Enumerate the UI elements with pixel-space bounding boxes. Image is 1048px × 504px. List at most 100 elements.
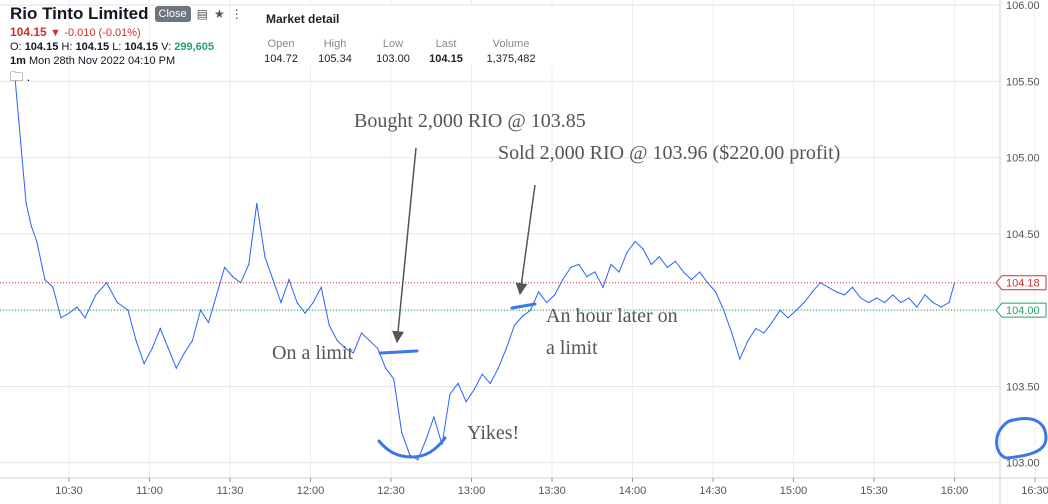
- price-point: [618, 271, 620, 273]
- price-point: [521, 315, 524, 317]
- price-point: [787, 317, 789, 319]
- price-point: [191, 340, 194, 342]
- price-point: [755, 327, 757, 330]
- price-point: [457, 382, 459, 384]
- price-point: [473, 388, 475, 391]
- bought-annotation: Bought 2,000 RIO @ 103.85: [354, 110, 586, 132]
- price-point: [924, 294, 926, 296]
- price-point: [393, 378, 395, 380]
- market-detail-title: Market detail: [266, 12, 340, 26]
- price-point: [690, 279, 693, 281]
- price-point: [68, 312, 70, 314]
- price-point: [948, 301, 950, 304]
- price-point: [537, 291, 540, 293]
- price-point: [52, 286, 54, 288]
- price-point: [135, 340, 137, 342]
- price-point: [143, 362, 145, 365]
- price-point: [602, 286, 604, 288]
- price-point: [224, 266, 226, 269]
- price-point: [546, 301, 548, 304]
- price-point: [642, 248, 644, 250]
- price-point: [634, 240, 636, 243]
- price-point: [360, 332, 363, 334]
- price-point: [60, 317, 62, 319]
- price-point: [14, 80, 16, 82]
- x-tick-label: 11:30: [217, 485, 244, 497]
- market-detail-value: 104.15: [429, 53, 463, 65]
- price-point: [320, 286, 322, 288]
- price-point: [513, 324, 516, 327]
- price-point: [658, 256, 660, 258]
- market-detail-col-volume: Volume 1,375,482: [472, 38, 550, 65]
- more-icon[interactable]: ⋮: [230, 7, 243, 21]
- high-value: 104.15: [75, 41, 110, 53]
- interval[interactable]: 1m: [10, 55, 26, 67]
- price-point: [851, 286, 854, 288]
- volume-label: V:: [161, 41, 172, 53]
- price-point: [868, 301, 870, 304]
- market-detail-label: Last: [435, 38, 457, 50]
- sold-arrow: [515, 184, 536, 296]
- price-point: [288, 279, 290, 281]
- market-detail-col-open: Open 104.72: [258, 38, 304, 65]
- dip-marker: [377, 436, 447, 459]
- price-point: [908, 297, 910, 299]
- hour-later-annotation-2: a limit: [546, 337, 598, 359]
- star-icon[interactable]: ★: [213, 7, 225, 21]
- price-point: [449, 393, 451, 395]
- price-point: [578, 263, 580, 265]
- list-icon[interactable]: ▤: [196, 7, 208, 21]
- price-point: [183, 352, 185, 354]
- price-point: [884, 301, 886, 304]
- price-tag-label: 104.00: [1006, 305, 1040, 317]
- x-tick-label: 15:30: [860, 485, 888, 497]
- volume-value: 299,605: [174, 41, 214, 53]
- price-point: [116, 301, 118, 304]
- low-circle-marker: [995, 417, 1048, 460]
- y-tick-label: 105.50: [1006, 76, 1040, 88]
- price-point: [594, 271, 596, 273]
- market-detail-label: High: [323, 38, 347, 50]
- market-detail-col-low: Low 103.00: [366, 38, 420, 65]
- close-button[interactable]: Close: [154, 6, 191, 22]
- price-tag: [995, 275, 1047, 291]
- price-point: [280, 301, 282, 304]
- price-point: [159, 327, 161, 330]
- price-point: [199, 309, 202, 311]
- price-point: [352, 352, 355, 354]
- price-point: [401, 431, 403, 433]
- market-detail-panel: Market detail Open 104.72 High 105.34 Low 103…: [258, 6, 558, 65]
- price-point: [36, 240, 38, 243]
- price-point: [529, 309, 532, 311]
- price-point: [175, 367, 177, 369]
- price-point: [916, 306, 918, 308]
- price-point: [296, 301, 298, 304]
- price-point: [835, 291, 838, 293]
- price-point: [376, 347, 379, 349]
- price-point: [127, 309, 129, 311]
- price-point: [256, 202, 258, 204]
- y-tick-label: 106.00: [1006, 0, 1040, 12]
- price-point: [385, 367, 387, 369]
- x-tick-label: 11:00: [136, 485, 163, 497]
- folder-icon[interactable]: 🗀: [10, 69, 24, 84]
- market-detail-value: 104.72: [264, 53, 298, 65]
- price-point: [151, 347, 153, 349]
- price-point: [417, 459, 419, 461]
- price-point: [44, 279, 46, 281]
- x-tick-label: 12:30: [377, 485, 405, 497]
- price-point: [30, 225, 33, 227]
- price-point: [344, 347, 346, 349]
- price-point: [650, 263, 652, 265]
- folder-text: .: [26, 69, 31, 84]
- x-tick-label: 13:00: [458, 485, 486, 497]
- x-tick-label: 16:30: [1021, 485, 1048, 497]
- price-tag-label: 104.18: [1006, 278, 1040, 290]
- price-point: [771, 321, 773, 323]
- price-point: [674, 260, 677, 262]
- down-arrow-icon: ▼: [50, 27, 61, 39]
- datetime: Mon 28th Nov 2022 04:10 PM: [28, 55, 176, 67]
- ohlc-row: O: 104.15 H: 104.15 L: 104.15 V: 299,605: [10, 41, 243, 53]
- price-point: [76, 306, 78, 308]
